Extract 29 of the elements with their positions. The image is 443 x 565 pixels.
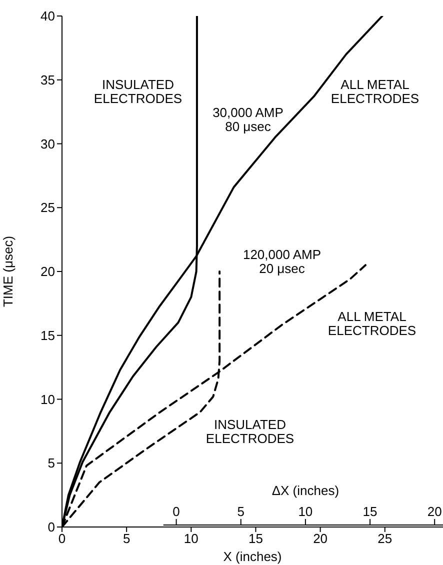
x2-tick-label: 10: [298, 504, 313, 519]
y-tick-label: 0: [48, 520, 55, 535]
y-tick-label: 35: [40, 72, 55, 88]
x-tick-label: 0: [58, 531, 66, 546]
y-tick-label: 25: [40, 200, 55, 216]
annotation: INSULATED ELECTRODES: [206, 417, 294, 446]
annotation: INSULATED ELECTRODES: [94, 77, 182, 106]
x-tick-label: 15: [248, 531, 263, 546]
x2-tick-label: 5: [237, 504, 244, 519]
x-axis-title: X (inches): [223, 549, 282, 564]
y-tick-label: 30: [40, 136, 55, 152]
y-tick-label: 5: [48, 456, 55, 471]
x-tick-label: 10: [184, 531, 198, 546]
x-tick-label: 25: [378, 531, 392, 546]
annotation: ALL METAL ELECTRODES: [330, 77, 420, 106]
x2-tick-label: 15: [362, 504, 378, 519]
y-tick-label: 15: [40, 328, 55, 343]
y-tick-label: 10: [40, 392, 55, 407]
x2-tick-label: 0: [172, 504, 180, 519]
y-axis-title: TIME (μsec): [0, 236, 16, 308]
y-tick-label: 20: [40, 264, 55, 280]
x2-axis-title: ΔX (inches): [272, 483, 340, 498]
x-tick-label: 20: [313, 531, 328, 546]
x-tick-label: 5: [122, 531, 130, 546]
annotation: ALL METAL ELECTRODES: [328, 309, 416, 338]
x2-tick-label: 20: [427, 504, 442, 519]
annotation: 30,000 AMP 80 μsec: [212, 105, 284, 134]
y-tick-label: 40: [40, 8, 55, 24]
annotation: 120,000 AMP 20 μsec: [242, 247, 322, 276]
